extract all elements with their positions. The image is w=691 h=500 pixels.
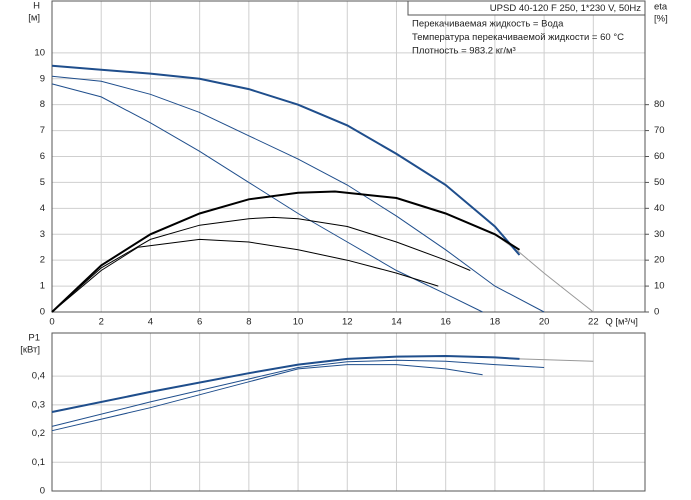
y2-tick-label: 50 [654,177,665,188]
y-axis-unit: [кВт] [20,345,40,356]
y-tick-label: 10 [34,47,45,58]
curve [51,216,471,313]
y-tick-label: 5 [40,177,45,188]
y-tick-label: 2 [40,255,45,266]
y-tick-label: 0 [40,486,45,497]
y2-tick-label: 30 [654,229,665,240]
y-tick-label: 1 [40,281,45,292]
x-tick-label: 20 [539,317,550,328]
curve [51,354,520,413]
curve [51,190,521,313]
y-tick-label: 0,3 [32,399,45,410]
annotation: Плотность = 983.2 кг/м³ [412,46,516,57]
y-tick-label: 9 [40,73,45,84]
y2-tick-label: 10 [654,281,665,292]
y-tick-label: 8 [40,99,45,110]
y2-tick-label: 70 [654,125,665,136]
y-tick-label: 0,2 [32,428,45,439]
y2-axis-label: eta [654,2,668,13]
title-box [407,0,646,16]
plot-frame [51,0,646,313]
y-axis-label: P1 [28,333,40,344]
curve [519,358,594,362]
x-tick-label: 2 [99,317,104,328]
plot-frame [51,332,646,492]
y-tick-label: 6 [40,151,45,162]
annotation: Перекачиваемая жидкость = Вода [412,19,564,30]
chart-title: UPSD 40-120 F 250, 1*230 V, 50Hz [490,3,641,14]
curve [51,359,545,427]
y-tick-label: 4 [40,203,45,214]
curve [51,75,545,313]
curve [51,364,483,432]
x-tick-label: 16 [440,317,451,328]
x-tick-label: 8 [246,317,251,328]
x-axis-label: Q [м³/ч] [605,317,638,328]
curve [51,64,521,256]
y-tick-label: 7 [40,125,45,136]
x-tick-label: 0 [49,317,54,328]
x-tick-label: 10 [293,317,304,328]
y2-tick-label: 80 [654,99,665,110]
x-tick-label: 22 [588,317,599,328]
y2-tick-label: 40 [654,203,665,214]
y2-axis-unit: [%] [654,14,668,25]
y-tick-label: 3 [40,229,45,240]
x-tick-label: 6 [197,317,202,328]
x-tick-label: 14 [391,317,402,328]
y-axis-label: H [33,1,40,12]
annotation: Температура перекачиваемой жидкости = 60… [412,32,624,43]
x-tick-label: 12 [342,317,353,328]
y2-tick-label: 20 [654,255,665,266]
y-tick-label: 0,1 [32,457,45,468]
y2-tick-label: 60 [654,151,665,162]
x-tick-label: 4 [148,317,153,328]
y-tick-label: 0 [40,307,45,318]
x-tick-label: 18 [490,317,501,328]
curve [51,83,483,313]
curve [51,238,439,313]
y-axis-unit: [м] [28,13,40,24]
y2-tick-label: 0 [654,307,659,318]
y-tick-label: 0,4 [32,371,45,382]
